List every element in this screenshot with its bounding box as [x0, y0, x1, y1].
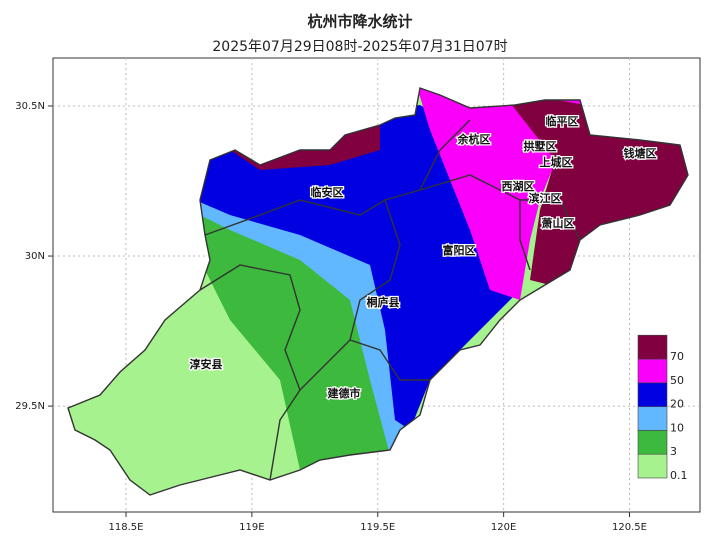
legend-swatch: [637, 358, 668, 384]
legend-swatch: [637, 382, 668, 407]
map-title: 杭州市降水统计: [307, 13, 412, 31]
district-label: 萧山区: [542, 216, 575, 230]
legend-label: 0.1: [670, 469, 688, 482]
boundaries: [67, 87, 689, 496]
county-line: [199, 264, 301, 481]
x-tick-label: 118.5E: [109, 522, 144, 533]
legend-swatch: [637, 334, 668, 360]
county-line: [520, 199, 581, 241]
county-line: [419, 119, 471, 191]
district-label: 西湖区: [502, 179, 535, 193]
legend-swatch: [637, 453, 668, 479]
legend-label: 70: [670, 350, 684, 363]
y-tick-label: 30N: [25, 251, 45, 262]
district-label: 上城区: [540, 155, 573, 169]
legend-swatch: [637, 430, 668, 455]
y-tick-label: 30.5N: [15, 101, 45, 112]
county-line: [349, 339, 430, 381]
district-label: 拱墅区: [524, 139, 557, 153]
legend-label: 50: [670, 374, 684, 387]
district-label: 钱塘区: [624, 146, 657, 160]
legend-label: 20: [670, 398, 684, 411]
county-line: [384, 174, 531, 271]
x-tick-label: 120.5E: [612, 522, 647, 533]
district-label: 余杭区: [457, 132, 491, 146]
district-label: 桐庐县: [367, 295, 400, 309]
district-label: 淳安县: [190, 357, 223, 371]
legend: 0.1 3 10 20 50 70: [637, 334, 688, 482]
legend-swatch: [637, 406, 668, 431]
zone: [195, 105, 520, 430]
map-subtitle: 2025年07月29日08时-2025年07月31日07时: [212, 39, 507, 55]
y-tick-label: 29.5N: [15, 401, 45, 412]
legend-label: 3: [670, 445, 677, 458]
district-label: 滨江区: [529, 191, 562, 205]
county-line: [204, 198, 401, 391]
district-label: 富阳区: [443, 243, 476, 257]
x-tick-label: 120E: [491, 522, 516, 533]
district-label: 临平区: [546, 114, 579, 128]
legend-label: 10: [670, 421, 684, 434]
x-tick-label: 119.5E: [360, 522, 395, 533]
district-label: 建德市: [328, 386, 361, 400]
x-tick-label: 119E: [239, 522, 264, 533]
district-label: 临安区: [311, 185, 344, 199]
